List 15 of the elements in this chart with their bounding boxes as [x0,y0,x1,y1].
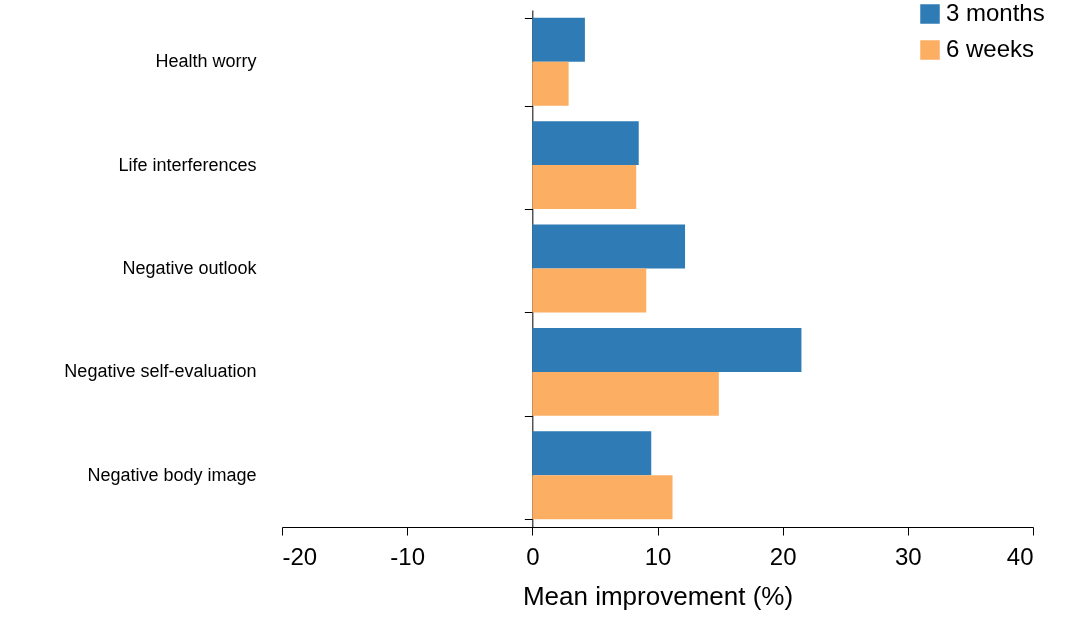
x-tick-label: 10 [644,542,672,570]
y-tick-label: Life interferences [118,154,257,175]
x-tick-label: 40 [1006,542,1034,570]
x-tick-label: 20 [769,542,797,570]
y-tick-label: Negative body image [87,464,257,485]
x-tick-label: 0 [526,542,540,570]
legend-label: 6 weeks [946,35,1035,62]
y-tick-label: Negative outlook [122,258,258,278]
x-axis-title: Mean improvement (%) [522,580,794,611]
x-tick-label: -10 [390,542,426,570]
y-tick-label: Negative self-evaluation [64,361,257,382]
x-tick-label: 30 [894,542,922,570]
x-tick-label: -20 [282,542,318,570]
legend-label: 3 months [946,0,1045,26]
y-tick-label: Health worry [155,51,257,72]
